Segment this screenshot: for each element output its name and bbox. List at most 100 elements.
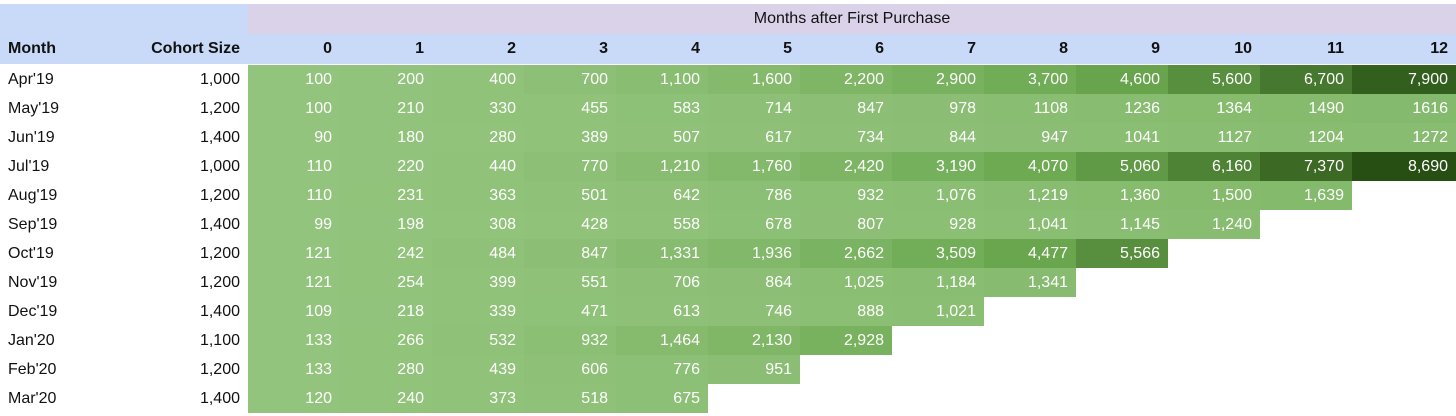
heatmap-cell: 2,662: [800, 239, 892, 268]
heatmap-cell: 1490: [1260, 94, 1352, 123]
heatmap-cell: 428: [524, 210, 616, 239]
heatmap-cell: 484: [432, 239, 524, 268]
heatmap-cell: 700: [524, 65, 616, 94]
month-column-header: Month: [8, 40, 56, 57]
heatmap-cell: 1,145: [1076, 210, 1168, 239]
heatmap-cell: 951: [708, 355, 800, 384]
heatmap-cell: 400: [432, 65, 524, 94]
heatmap-cell: 947: [984, 123, 1076, 152]
heatmap-cell: 1,464: [616, 326, 708, 355]
months-after-header: Months after First Purchase: [248, 4, 1456, 34]
period-header-2: 2: [507, 40, 516, 57]
cohort-size-value: 1,400: [199, 303, 240, 320]
heatmap-cell: 389: [524, 123, 616, 152]
heatmap-cell: 1,600: [708, 65, 800, 94]
heatmap-cell: 4,600: [1076, 65, 1168, 94]
cohort-size-column-header: Cohort Size: [151, 40, 240, 57]
period-header-7: 7: [967, 40, 976, 57]
heatmap-cell: 706: [616, 268, 708, 297]
heatmap-cell: 330: [432, 94, 524, 123]
period-header-9: 9: [1151, 40, 1160, 57]
heatmap-cell: 99: [248, 210, 340, 239]
heatmap-cell: 1272: [1352, 123, 1456, 152]
heatmap-cell: 5,060: [1076, 152, 1168, 181]
cohort-size-value: 1,200: [199, 187, 240, 204]
heatmap-cell: 1,360: [1076, 181, 1168, 210]
period-header-4: 4: [691, 40, 700, 57]
heatmap-cell: 1,025: [800, 268, 892, 297]
heatmap-cell: 746: [708, 297, 800, 326]
cohort-size-value: 1,400: [199, 216, 240, 233]
heatmap-cell: 6,700: [1260, 65, 1352, 94]
heatmap-cell: 4,477: [984, 239, 1076, 268]
period-header-12: 12: [1430, 40, 1448, 57]
heatmap-cell: 558: [616, 210, 708, 239]
heatmap-cell: 1,021: [892, 297, 984, 326]
heatmap-cell: 1,341: [984, 268, 1076, 297]
heatmap-cell: 109: [248, 297, 340, 326]
heatmap-cell: 501: [524, 181, 616, 210]
heatmap-cell: 266: [340, 326, 432, 355]
cohort-month-label: Jun'19: [8, 129, 55, 146]
heatmap-cell: 280: [340, 355, 432, 384]
heatmap-cell: 3,190: [892, 152, 984, 181]
heatmap-cell: 714: [708, 94, 800, 123]
heatmap-cell: 6,160: [1168, 152, 1260, 181]
heatmap-cell: 507: [616, 123, 708, 152]
cohort-month-label: Jul'19: [8, 158, 50, 175]
heatmap-cell: 864: [708, 268, 800, 297]
heatmap-cell: 7,370: [1260, 152, 1352, 181]
heatmap-cell: 218: [340, 297, 432, 326]
cohort-month-label: Sep'19: [8, 216, 58, 233]
heatmap-cell: 100: [248, 65, 340, 94]
cohort-month-label: Dec'19: [8, 303, 58, 320]
heatmap-cell: 121: [248, 239, 340, 268]
heatmap-cell: 4,070: [984, 152, 1076, 181]
heatmap-cell: 642: [616, 181, 708, 210]
heatmap-cell: 1,240: [1168, 210, 1260, 239]
heatmap-cell: 133: [248, 355, 340, 384]
heatmap-cell: 776: [616, 355, 708, 384]
heatmap-cell: 8,690: [1352, 152, 1456, 181]
heatmap-cell: 932: [524, 326, 616, 355]
heatmap-cell: 280: [432, 123, 524, 152]
heatmap-cell: 2,928: [800, 326, 892, 355]
heatmap-cell: 373: [432, 384, 524, 413]
heatmap-cell: 1204: [1260, 123, 1352, 152]
heatmap-cell: 2,200: [800, 65, 892, 94]
heatmap-cell: 5,566: [1076, 239, 1168, 268]
heatmap-cell: 242: [340, 239, 432, 268]
cohort-size-value: 1,000: [199, 158, 240, 175]
cohort-month-label: Jan'20: [8, 332, 55, 349]
period-header-1: 1: [415, 40, 424, 57]
cohort-month-label: Feb'20: [8, 361, 57, 378]
header-left-blank: [0, 4, 248, 34]
heatmap-cell: 110: [248, 152, 340, 181]
heatmap-cell: 471: [524, 297, 616, 326]
heatmap-cell: 455: [524, 94, 616, 123]
cohort-size-value: 1,000: [199, 71, 240, 88]
heatmap-cell: 210: [340, 94, 432, 123]
cohort-month-label: May'19: [8, 100, 60, 117]
cohort-size-value: 1,200: [199, 100, 240, 117]
heatmap-cell: 847: [524, 239, 616, 268]
heatmap-cell: 518: [524, 384, 616, 413]
cohort-month-label: Aug'19: [8, 187, 58, 204]
cohort-size-value: 1,200: [199, 361, 240, 378]
heatmap-cell: 844: [892, 123, 984, 152]
heatmap-cell: 110: [248, 181, 340, 210]
heatmap-cell: 617: [708, 123, 800, 152]
heatmap-cell: 2,900: [892, 65, 984, 94]
heatmap-cell: 1,331: [616, 239, 708, 268]
heatmap-cell: 180: [340, 123, 432, 152]
period-header-6: 6: [875, 40, 884, 57]
heatmap-cell: 807: [800, 210, 892, 239]
heatmap-cell: 551: [524, 268, 616, 297]
cohort-size-value: 1,200: [199, 245, 240, 262]
heatmap-cell: 532: [432, 326, 524, 355]
period-header-5: 5: [783, 40, 792, 57]
cohort-size-value: 1,400: [199, 129, 240, 146]
period-header-3: 3: [599, 40, 608, 57]
heatmap-cell: 786: [708, 181, 800, 210]
heatmap-cell: 2,420: [800, 152, 892, 181]
